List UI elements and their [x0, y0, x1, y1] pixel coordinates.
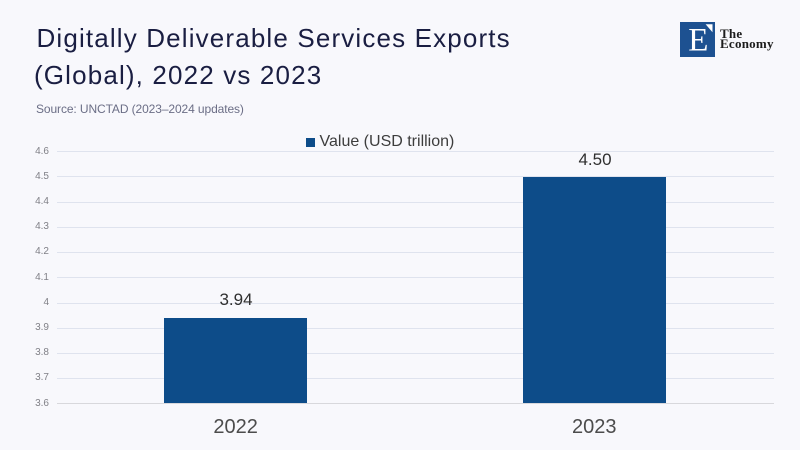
svg-text:E: E: [688, 23, 708, 57]
